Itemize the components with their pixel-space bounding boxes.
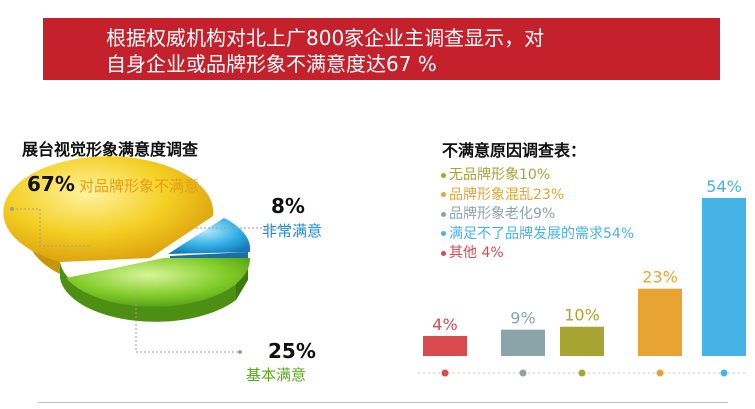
legend-dot-icon bbox=[441, 192, 446, 197]
bar-axis-dot bbox=[656, 369, 664, 377]
pie-slice-dissatisfied bbox=[3, 156, 214, 262]
pie-label-basic-satisfied: 基本满意 bbox=[246, 366, 307, 384]
bar-value-label: 23% bbox=[642, 268, 678, 287]
legend-label: 满足不了品牌发展的需求54% bbox=[449, 225, 635, 242]
bar-value-label: 10% bbox=[564, 306, 600, 325]
pie-label-dissatisfied: 对品牌形象不满意 bbox=[79, 177, 200, 195]
legend-dot-icon bbox=[441, 231, 446, 236]
pie-chart-title: 展台视觉形象满意度调查 bbox=[22, 140, 199, 159]
bottom-divider bbox=[38, 402, 728, 403]
bar-axis-dot bbox=[578, 369, 586, 377]
legend-dot-icon bbox=[441, 211, 446, 217]
bar-value-label: 9% bbox=[510, 309, 535, 328]
pie-pct-basic-satisfied: 25% bbox=[268, 339, 316, 363]
bar-3 bbox=[638, 288, 682, 356]
legend-label: 品牌形象混乱23% bbox=[449, 186, 565, 203]
legend-label: 品牌形象老化9% bbox=[449, 206, 556, 222]
bar-4 bbox=[702, 198, 746, 356]
bar-axis-dot bbox=[519, 369, 527, 377]
bar-axis-dot bbox=[441, 369, 449, 377]
pie-leader-lines bbox=[12, 208, 290, 353]
pie-pct-very-satisfied: 8% bbox=[271, 194, 305, 218]
bar-value-label: 4% bbox=[432, 315, 457, 334]
pie-slice-very-satisfied bbox=[168, 218, 251, 254]
legend-label: 其他 4% bbox=[449, 245, 504, 261]
bar-0 bbox=[423, 336, 467, 356]
pie-pct-dissatisfied: 67% bbox=[27, 172, 75, 196]
headline-line-2: 自身企业或品牌形象不满意度达67 % bbox=[106, 52, 437, 76]
pie-slice-basic-satisfied bbox=[66, 258, 251, 307]
pie-label-very-satisfied: 非常满意 bbox=[262, 222, 323, 240]
headline-banner: 根据权威机构对北上广800家企业主调查显示，对 自身企业或品牌形象不满意度达67… bbox=[43, 18, 720, 80]
legend-label: 无品牌形象10% bbox=[449, 167, 551, 183]
legend-item: 其他 4% bbox=[441, 244, 634, 264]
bar-axis-dot bbox=[720, 369, 728, 377]
bar-chart: 4% 9% 10% 23% 54% bbox=[418, 177, 748, 377]
legend-item: 品牌形象老化9% bbox=[441, 205, 634, 225]
headline-line-1: 根据权威机构对北上广800家企业主调查显示，对 bbox=[106, 26, 545, 50]
legend-item: 无品牌形象10% bbox=[441, 166, 634, 186]
legend-dot-icon bbox=[441, 250, 446, 256]
bar-chart-legend: 无品牌形象10% 品牌形象混乱23% 品牌形象老化9% 满足不了品牌发展的需求5… bbox=[441, 166, 634, 264]
legend-dot-icon bbox=[441, 172, 446, 178]
bar-chart-title: 不满意原因调查表： bbox=[442, 141, 587, 160]
legend-item: 品牌形象混乱23% bbox=[441, 186, 634, 206]
bar-2 bbox=[560, 326, 604, 356]
bar-value-label: 54% bbox=[706, 177, 742, 196]
leader-dot bbox=[10, 207, 14, 211]
bar-1 bbox=[501, 329, 545, 356]
leader-dot bbox=[238, 350, 242, 354]
legend-item: 满足不了品牌发展的需求54% bbox=[441, 225, 634, 245]
